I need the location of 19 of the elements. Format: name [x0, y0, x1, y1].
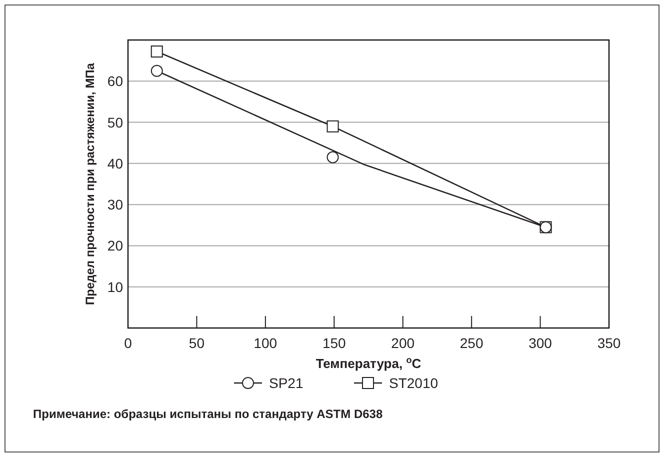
y-tick-label: 10	[107, 278, 124, 295]
y-axis-title: Предел прочности при растяжении, МПа	[83, 62, 97, 305]
y-tick-label: 30	[107, 196, 124, 213]
x-tick-label: 100	[254, 335, 278, 351]
x-tick-label: 350	[597, 335, 621, 351]
x-tick-label: 50	[188, 335, 205, 351]
y-tick-label: 60	[107, 73, 124, 90]
x-tick-label: 0	[124, 335, 132, 351]
x-axis-title: Температура, $^{o}$C	[316, 355, 422, 371]
text: Примечание: образцы испытаны по стандарту ASTM D638	[33, 407, 383, 421]
x-tick-label: 300	[528, 335, 552, 351]
x-tick-label: 200	[391, 335, 415, 351]
y-tick-label: 40	[107, 155, 124, 172]
y-tick-label: 50	[107, 114, 124, 130]
y-tick-label: 20	[107, 238, 124, 254]
legend-label: SP21	[269, 375, 304, 391]
legend-label: ST2010	[389, 375, 438, 391]
x-tick-label: 150	[322, 335, 346, 351]
x-tick-label: 250	[460, 335, 484, 351]
